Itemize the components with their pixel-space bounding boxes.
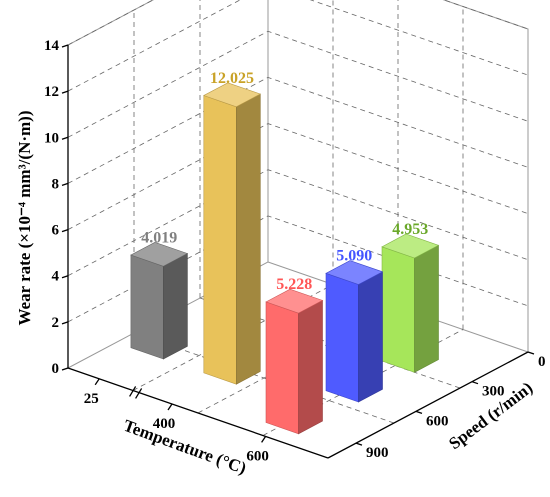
floor-gridline (132, 284, 334, 391)
bar-600 (325, 260, 384, 403)
bar-side-face (414, 244, 439, 373)
y-tick-label: 0 (538, 354, 546, 370)
bar-front-face (265, 301, 299, 435)
z-tick-label: 14 (44, 38, 60, 54)
z-tick-mark (61, 275, 69, 279)
bar-400 (203, 82, 262, 385)
y-tick-label: 300 (482, 384, 505, 400)
bar-value-label: 12.025 (210, 70, 254, 87)
z-tick-mark (61, 90, 69, 94)
x-tick-mark (167, 403, 173, 411)
x-tick-label: 400 (153, 416, 176, 432)
y-tick-label: 900 (366, 445, 389, 461)
bar-value-label: 5.090 (336, 248, 372, 265)
z-tick-mark (61, 136, 69, 140)
y-axis-line (327, 351, 529, 459)
x-tick-mark (261, 436, 267, 443)
z-axis-title: Wear rate (×10⁻⁴ mm³/(N·m)) (15, 111, 34, 326)
z-tick-mark (61, 182, 69, 187)
y-tick-mark (527, 351, 535, 355)
bar-25 (130, 241, 189, 360)
z-gridline (67, 76, 529, 184)
x-tick-mark (94, 378, 100, 386)
bar-front-face (130, 254, 164, 360)
x-tick-label: 600 (246, 448, 269, 464)
z-tick-label: 12 (44, 84, 59, 100)
y-tick-label: 600 (426, 413, 449, 429)
y-tick-mark (415, 410, 423, 414)
z-gridline (67, 0, 529, 92)
z-tick-label: 0 (52, 361, 60, 377)
bar-value-label: 5.228 (276, 276, 312, 293)
bar-300 (381, 233, 440, 373)
z-gridline (67, 30, 529, 138)
z-gridline (67, 123, 529, 230)
z-gridline (67, 169, 529, 277)
y-tick-mark (355, 442, 363, 446)
z-tick-mark (61, 367, 69, 371)
z-tick-mark (61, 44, 69, 48)
x-axis-title: Temperature (°C) (121, 416, 249, 478)
chart-axes: 0 2 4 6 8 10 12 14 25 400 600 0 300 600 900 (44, 38, 546, 464)
z-tick-mark (61, 321, 69, 325)
x-axis-line (67, 367, 329, 459)
chart-labels: 4.953 5.090 4.019 12.025 5.228 (141, 70, 428, 293)
z-gridline (67, 0, 529, 46)
floor-gridline (197, 306, 399, 414)
z-tick-label: 4 (52, 269, 60, 285)
bar-front-face (203, 95, 237, 385)
bar-side-face (358, 271, 383, 403)
bar-value-label: 4.019 (141, 229, 177, 246)
bar-top-face (203, 82, 262, 108)
z-tick-label: 10 (44, 130, 59, 146)
z-tick-label: 6 (52, 223, 60, 239)
y-tick-mark (471, 381, 479, 385)
bar-side-face (163, 253, 188, 360)
bar-900 (265, 288, 324, 435)
bar-top-face (381, 233, 440, 259)
bar-top-face (130, 241, 189, 267)
bar-front-face (325, 272, 359, 403)
bar-top-face (265, 288, 324, 314)
bar-value-label: 4.953 (392, 221, 428, 238)
x-tick-label: 25 (84, 391, 99, 407)
bar-side-face (236, 93, 261, 385)
bar-top-face (325, 260, 384, 285)
z-tick-label: 8 (52, 176, 60, 192)
z-tick-mark (61, 228, 69, 233)
chart-bars (130, 82, 440, 435)
bar-front-face (381, 246, 415, 373)
bar-side-face (298, 299, 323, 435)
axis-break-mark (129, 386, 143, 399)
z-tick-label: 2 (52, 315, 60, 331)
